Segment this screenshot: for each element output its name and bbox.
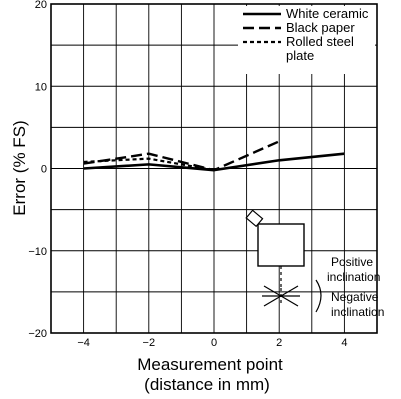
legend-background xyxy=(238,6,375,74)
y-tick-label: 20 xyxy=(35,0,47,11)
positive-label-2: inclination xyxy=(327,270,380,284)
y-tick-label: 10 xyxy=(35,81,47,93)
series-line-rolled-steel-plate xyxy=(83,157,215,172)
sensor-body xyxy=(257,223,305,267)
inclination-brace xyxy=(315,279,322,313)
x-tick-label: 0 xyxy=(211,337,217,349)
y-tick-label: −20 xyxy=(28,328,47,340)
series-line-black-paper xyxy=(83,140,280,172)
negative-label-1: Negative xyxy=(331,290,379,304)
x-tick-label: 2 xyxy=(276,337,282,349)
plot-frame xyxy=(50,3,378,334)
x-tick-label: 4 xyxy=(341,337,347,349)
legend-label: Black paper xyxy=(286,20,355,35)
legend-label: White ceramic xyxy=(286,6,369,21)
y-axis-title: Error (% FS) xyxy=(10,120,29,215)
x-axis-title-line2: (distance in mm) xyxy=(144,375,270,394)
x-tick-label: −4 xyxy=(77,337,90,349)
x-axis-title-line1: Measurement point xyxy=(137,355,283,374)
x-tick-label: −2 xyxy=(143,337,156,349)
y-tick-label: 0 xyxy=(41,164,47,176)
series-lines xyxy=(83,140,345,172)
positive-label-1: Positive xyxy=(331,255,373,269)
legend-label: Rolled steel xyxy=(286,34,354,49)
legend-label: plate xyxy=(286,48,314,63)
inclination-inset: Positive inclination Negative inclinatio… xyxy=(245,209,384,319)
y-tick-label: −10 xyxy=(28,246,47,258)
sensor-head xyxy=(245,209,264,228)
negative-label-2: inclination xyxy=(331,305,384,319)
